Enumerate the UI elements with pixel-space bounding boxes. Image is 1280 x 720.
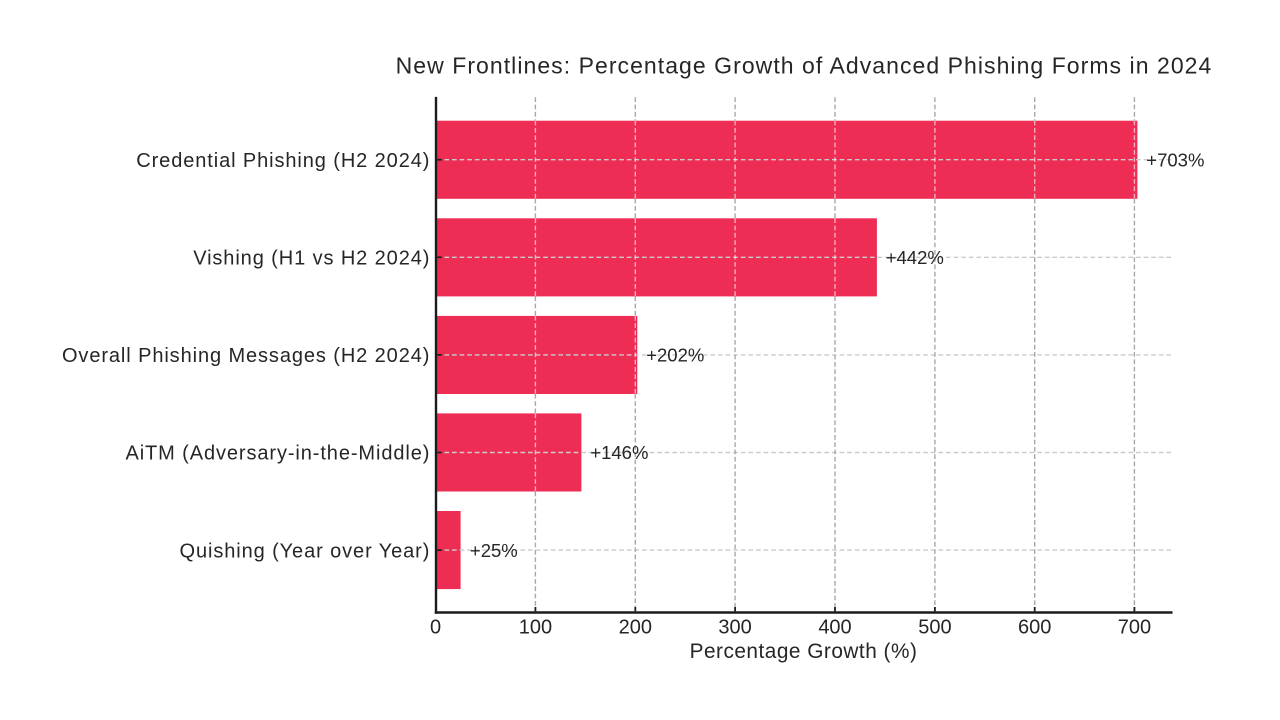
svg-text:+703%: +703%: [1146, 149, 1204, 170]
svg-text:0: 0: [430, 616, 441, 638]
svg-text:400: 400: [818, 616, 851, 638]
svg-text:AiTM (Adversary-in-the-Middle): AiTM (Adversary-in-the-Middle): [125, 443, 430, 465]
svg-text:Percentage Growth (%): Percentage Growth (%): [690, 640, 918, 663]
svg-text:Overall Phishing Messages (H2: Overall Phishing Messages (H2 2024): [62, 345, 430, 367]
svg-text:500: 500: [918, 616, 951, 638]
svg-text:Credential Phishing (H2 2024): Credential Phishing (H2 2024): [136, 150, 430, 172]
svg-text:+442%: +442%: [886, 247, 944, 268]
svg-text:100: 100: [519, 616, 552, 638]
svg-text:600: 600: [1018, 616, 1051, 638]
svg-text:+146%: +146%: [590, 442, 648, 463]
svg-text:Quishing (Year over Year): Quishing (Year over Year): [180, 540, 431, 562]
svg-text:Vishing (H1 vs H2 2024): Vishing (H1 vs H2 2024): [193, 248, 430, 270]
svg-text:200: 200: [619, 616, 652, 638]
svg-text:New Frontlines: Percentage Gro: New Frontlines: Percentage Growth of Adv…: [396, 53, 1213, 79]
svg-text:300: 300: [718, 616, 751, 638]
svg-text:+25%: +25%: [470, 540, 518, 561]
svg-text:700: 700: [1118, 616, 1151, 638]
svg-text:+202%: +202%: [646, 345, 704, 366]
